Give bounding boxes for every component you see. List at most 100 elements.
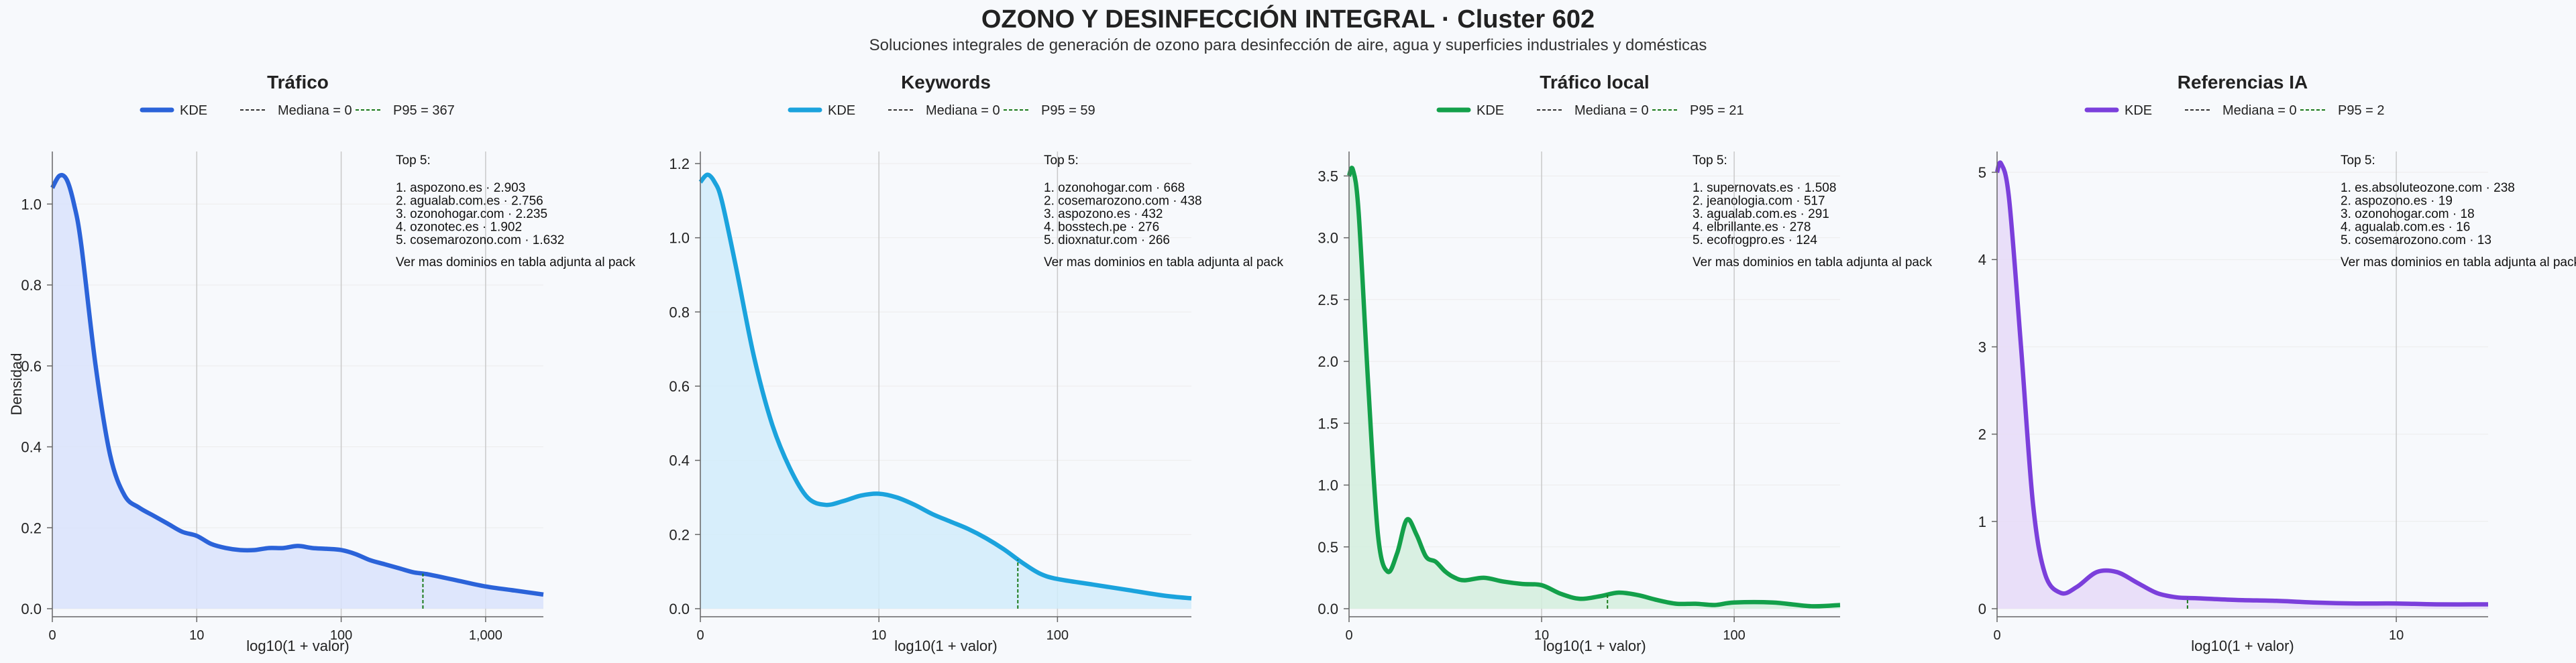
chart-title: Tráfico <box>267 72 329 93</box>
x-tick-label: 0 <box>1345 628 1352 643</box>
chart-panel-2: Keywords KDE Mediana = 0 P95 = 59 0.0 0.2 0.4 0… <box>669 72 1283 654</box>
annotation-item: 3. agualab.com.es · 291 <box>1693 207 1829 221</box>
x-tick-label: 0 <box>696 628 704 643</box>
legend-label-kde: KDE <box>1477 103 1504 118</box>
annotation-heading: Top 5: <box>1044 154 1079 168</box>
annotation-item: 5. cosemarozono.com · 1.632 <box>396 233 564 247</box>
y-tick-label: 5 <box>1978 164 1986 181</box>
y-tick-label: 0.5 <box>1318 539 1338 556</box>
legend-label-p95: P95 = 21 <box>1690 103 1744 118</box>
annotation-item: 3. aspozono.es · 432 <box>1044 207 1163 221</box>
annotation-item: 2. cosemarozono.com · 438 <box>1044 194 1202 208</box>
annotation-footer: Ver mas dominios en tabla adjunta al pac… <box>1693 255 1932 269</box>
page-subtitle: Soluciones integrales de generación de o… <box>869 36 1707 54</box>
annotation-item: 2. agualab.com.es · 2.756 <box>396 194 543 208</box>
legend-label-median: Mediana = 0 <box>926 103 1000 118</box>
annotation-item: 4. bosstech.pe · 276 <box>1044 221 1159 235</box>
annotation-footer: Ver mas dominios en tabla adjunta al pac… <box>1044 255 1283 269</box>
legend-label-p95: P95 = 59 <box>1041 103 1095 118</box>
y-tick-label: 1.0 <box>669 230 690 247</box>
y-tick-label: 0.6 <box>669 378 690 395</box>
annotation-footer: Ver mas dominios en tabla adjunta al pac… <box>2341 255 2576 269</box>
y-tick-label: 0.4 <box>669 453 690 469</box>
y-tick-label: 3.5 <box>1318 168 1338 184</box>
x-tick-label: 10 <box>871 628 886 643</box>
x-axis-label: log10(1 + valor) <box>246 638 349 654</box>
x-tick-label: 10 <box>189 628 204 643</box>
annotation-item: 4. elbrillante.es · 278 <box>1693 221 1811 235</box>
annotation-heading: Top 5: <box>2341 154 2375 168</box>
y-tick-label: 1.0 <box>1318 477 1338 494</box>
legend-label-median: Mediana = 0 <box>1574 103 1649 118</box>
annotation-item: 5. cosemarozono.com · 13 <box>2341 233 2491 247</box>
annotation-item: 1. ozonohogar.com · 668 <box>1044 181 1185 195</box>
chart-legend: KDE Mediana = 0 P95 = 59 <box>788 103 1095 118</box>
page-title: OZONO Y DESINFECCIÓN INTEGRAL · Cluster … <box>981 5 1595 34</box>
y-tick-label: 1.2 <box>669 156 690 172</box>
kde-line <box>1346 166 1841 609</box>
legend-label-kde: KDE <box>180 103 207 118</box>
y-tick-label: 1 <box>1978 514 1986 530</box>
x-tick-label: 100 <box>1046 628 1069 643</box>
y-tick-label: 3.0 <box>1318 230 1338 247</box>
chart-title: Keywords <box>901 72 991 93</box>
annotation-item: 3. ozonohogar.com · 2.235 <box>396 207 547 221</box>
y-tick-label: 4 <box>1978 251 1986 268</box>
y-tick-label: 1.0 <box>21 196 42 213</box>
legend-label-p95: P95 = 367 <box>393 103 455 118</box>
legend-label-p95: P95 = 2 <box>2338 103 2385 118</box>
annotation-heading: Top 5: <box>396 154 431 168</box>
annotation-item: 1. es.absoluteozone.com · 238 <box>2341 181 2515 195</box>
y-tick-label: 0.0 <box>669 601 690 617</box>
y-tick-label: 1.5 <box>1318 415 1338 432</box>
x-axis-label: log10(1 + valor) <box>894 638 997 654</box>
kde-area <box>52 175 543 609</box>
y-tick-label: 2.5 <box>1318 292 1338 308</box>
x-tick-label: 1,000 <box>469 628 502 643</box>
chart-legend: KDE Mediana = 0 P95 = 21 <box>1436 103 1744 118</box>
chart-title: Tráfico local <box>1540 72 1649 93</box>
annotation-item: 1. aspozono.es · 2.903 <box>396 181 525 195</box>
annotation-item: 5. dioxnatur.com · 266 <box>1044 233 1170 247</box>
annotation-item: 4. ozonotec.es · 1.902 <box>396 221 522 235</box>
y-tick-label: 0.8 <box>669 304 690 320</box>
x-tick-label: 10 <box>2389 628 2404 643</box>
annotation-item: 5. ecofrogpro.es · 124 <box>1693 233 1817 247</box>
annotation-item: 3. ozonohogar.com · 18 <box>2341 207 2475 221</box>
annotation-item: 2. aspozono.es · 19 <box>2341 194 2453 208</box>
y-tick-label: 0.0 <box>21 601 42 617</box>
y-axis-label: Densidad <box>8 353 25 416</box>
x-tick-label: 100 <box>330 628 352 643</box>
x-tick-label: 0 <box>1993 628 2000 643</box>
chart-title: Referencias IA <box>2178 72 2308 93</box>
x-axis-label: log10(1 + valor) <box>1543 638 1646 654</box>
y-tick-label: 0.2 <box>21 520 42 536</box>
legend-label-median: Mediana = 0 <box>278 103 352 118</box>
kde-line <box>50 172 544 597</box>
y-tick-label: 2.0 <box>1318 353 1338 370</box>
y-tick-label: 0.2 <box>669 526 690 543</box>
y-tick-label: 0.4 <box>21 439 42 456</box>
annotation-footer: Ver mas dominios en tabla adjunta al pac… <box>396 255 635 269</box>
y-tick-label: 0.6 <box>21 358 42 375</box>
y-tick-label: 0 <box>1978 601 1986 617</box>
legend-label-kde: KDE <box>2125 103 2152 118</box>
x-tick-label: 10 <box>1534 628 1549 643</box>
chart-panel-3: Tráfico local KDE Mediana = 0 P95 = 21 0.0 0.… <box>1318 72 1932 654</box>
x-tick-label: 0 <box>48 628 56 643</box>
kde-line <box>1994 160 2489 607</box>
x-axis-label: log10(1 + valor) <box>2191 638 2294 654</box>
annotation-heading: Top 5: <box>1693 154 1727 168</box>
chart-legend: KDE Mediana = 0 P95 = 367 <box>140 103 455 118</box>
chart-legend: KDE Mediana = 0 P95 = 2 <box>2084 103 2385 118</box>
chart-panel-1: Tráfico KDE Mediana = 0 P95 = 367 0.0 0.2 0.4 0… <box>8 72 635 654</box>
y-tick-label: 0.0 <box>1318 601 1338 617</box>
annotation-item: 4. agualab.com.es · 16 <box>2341 221 2470 235</box>
legend-label-kde: KDE <box>828 103 855 118</box>
kde-line <box>698 172 1192 601</box>
